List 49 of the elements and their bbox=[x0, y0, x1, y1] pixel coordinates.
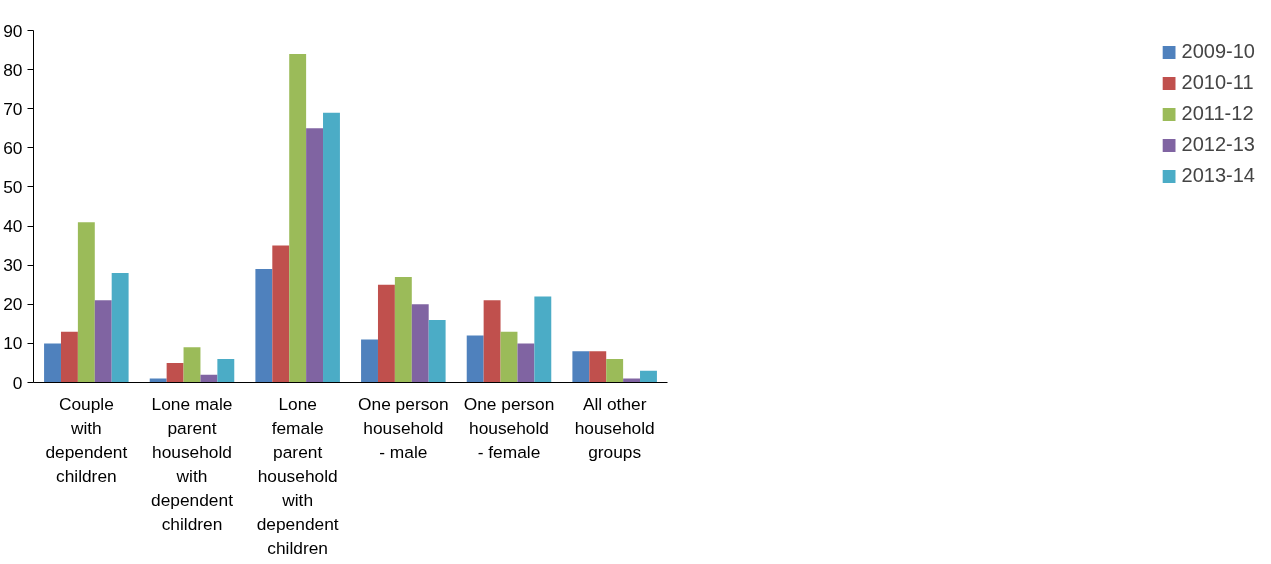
y-tick-label: 40 bbox=[3, 216, 23, 237]
legend-label: 2010-11 bbox=[1181, 71, 1254, 94]
legend-label: 2012-13 bbox=[1181, 133, 1255, 156]
bar bbox=[44, 343, 61, 383]
y-tick-label: 20 bbox=[3, 294, 23, 315]
bar bbox=[323, 112, 340, 383]
x-tick-label: Couple with dependent children bbox=[45, 393, 128, 486]
bar bbox=[534, 296, 552, 383]
bar bbox=[640, 370, 657, 383]
bar bbox=[272, 245, 290, 383]
x-tick-label: One person household - male bbox=[358, 393, 449, 462]
bar bbox=[166, 362, 184, 383]
bar bbox=[94, 300, 112, 383]
bar bbox=[411, 304, 429, 383]
y-tick-label: 30 bbox=[3, 255, 23, 276]
bar bbox=[289, 53, 307, 383]
bar bbox=[60, 331, 78, 383]
y-tick-label: 60 bbox=[3, 137, 23, 158]
y-tick-label: 10 bbox=[3, 333, 23, 354]
bar bbox=[500, 331, 518, 383]
bar bbox=[377, 284, 395, 383]
bar bbox=[255, 269, 273, 383]
bar bbox=[483, 300, 501, 383]
bar bbox=[361, 339, 378, 383]
bar bbox=[428, 319, 446, 383]
y-tick-label: 90 bbox=[3, 20, 23, 41]
y-tick-label: 0 bbox=[12, 372, 23, 393]
y-tick-label: 50 bbox=[3, 176, 23, 197]
legend-label: 2009-10 bbox=[1181, 40, 1255, 63]
bar bbox=[466, 335, 484, 383]
x-tick-label: One person household - female bbox=[463, 393, 555, 462]
bar bbox=[306, 128, 324, 383]
bar bbox=[200, 374, 218, 383]
bar bbox=[217, 359, 235, 383]
bar bbox=[77, 222, 95, 383]
legend-label: 2013-14 bbox=[1181, 164, 1255, 187]
legend-label: 2011-12 bbox=[1181, 102, 1254, 125]
bar bbox=[572, 351, 590, 383]
x-tick-label: All other household groups bbox=[574, 393, 655, 462]
x-tick-label: Lone male parent household with dependent children bbox=[151, 393, 234, 534]
bar bbox=[111, 272, 129, 383]
bar bbox=[394, 276, 412, 383]
y-tick-label: 70 bbox=[3, 98, 23, 119]
bar bbox=[183, 347, 201, 383]
bar bbox=[517, 343, 535, 383]
bar bbox=[606, 359, 624, 383]
bar bbox=[589, 351, 607, 383]
x-tick-label: Lone female parent household with dependent children bbox=[256, 393, 339, 558]
y-tick-label: 80 bbox=[3, 59, 23, 80]
